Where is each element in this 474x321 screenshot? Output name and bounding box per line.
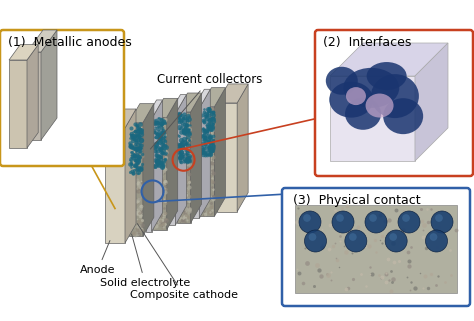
- FancyBboxPatch shape: [315, 30, 473, 176]
- Circle shape: [332, 211, 354, 233]
- Polygon shape: [193, 89, 210, 108]
- Circle shape: [304, 230, 327, 252]
- Circle shape: [435, 214, 443, 222]
- Text: (3)  Physical contact: (3) Physical contact: [293, 194, 420, 207]
- Polygon shape: [191, 93, 201, 223]
- Circle shape: [402, 214, 410, 222]
- Polygon shape: [153, 98, 178, 117]
- Polygon shape: [105, 109, 136, 128]
- FancyBboxPatch shape: [282, 188, 470, 306]
- Polygon shape: [41, 30, 57, 140]
- Polygon shape: [201, 88, 226, 107]
- Polygon shape: [27, 45, 38, 148]
- Text: Composite cathode: Composite cathode: [130, 224, 238, 300]
- Circle shape: [345, 230, 367, 252]
- Ellipse shape: [345, 98, 381, 130]
- Circle shape: [309, 233, 316, 241]
- Text: Current collectors: Current collectors: [150, 73, 263, 149]
- Ellipse shape: [343, 68, 399, 108]
- Polygon shape: [27, 52, 41, 140]
- Text: (1)  Metallic anodes: (1) Metallic anodes: [8, 36, 132, 49]
- Ellipse shape: [367, 62, 407, 90]
- Polygon shape: [175, 95, 186, 225]
- Circle shape: [429, 233, 438, 241]
- Polygon shape: [153, 117, 167, 230]
- Polygon shape: [169, 114, 175, 225]
- Polygon shape: [143, 104, 154, 236]
- Polygon shape: [237, 84, 248, 212]
- Polygon shape: [146, 119, 152, 232]
- Ellipse shape: [329, 82, 373, 117]
- Ellipse shape: [346, 87, 366, 105]
- Polygon shape: [9, 45, 38, 60]
- Polygon shape: [152, 100, 163, 232]
- Polygon shape: [214, 88, 226, 216]
- Polygon shape: [415, 43, 448, 161]
- Circle shape: [385, 230, 407, 252]
- Circle shape: [431, 211, 453, 233]
- Circle shape: [336, 214, 344, 222]
- Polygon shape: [167, 98, 178, 230]
- Polygon shape: [199, 89, 210, 218]
- Polygon shape: [193, 108, 199, 218]
- Polygon shape: [129, 123, 143, 236]
- Circle shape: [365, 211, 387, 233]
- Polygon shape: [330, 76, 415, 161]
- Ellipse shape: [326, 67, 358, 95]
- Polygon shape: [201, 107, 214, 216]
- Polygon shape: [146, 100, 163, 119]
- Text: (2)  Interfaces: (2) Interfaces: [323, 36, 411, 49]
- Polygon shape: [125, 109, 136, 243]
- Polygon shape: [217, 84, 248, 103]
- Ellipse shape: [365, 93, 393, 117]
- Circle shape: [299, 211, 321, 233]
- Polygon shape: [217, 103, 237, 212]
- Ellipse shape: [383, 98, 423, 134]
- Polygon shape: [169, 95, 186, 114]
- Circle shape: [389, 233, 397, 241]
- Polygon shape: [9, 60, 27, 148]
- Polygon shape: [177, 93, 201, 112]
- Text: Anode: Anode: [80, 240, 116, 275]
- Circle shape: [398, 211, 420, 233]
- Polygon shape: [105, 128, 125, 243]
- Polygon shape: [27, 30, 57, 52]
- FancyBboxPatch shape: [295, 205, 457, 293]
- FancyBboxPatch shape: [0, 30, 124, 166]
- Polygon shape: [177, 112, 191, 223]
- Polygon shape: [330, 43, 448, 76]
- Circle shape: [349, 233, 356, 241]
- Circle shape: [303, 214, 311, 222]
- Ellipse shape: [371, 74, 419, 118]
- Circle shape: [426, 230, 447, 252]
- Polygon shape: [129, 104, 154, 123]
- Circle shape: [369, 214, 377, 222]
- Text: Solid electrolyte: Solid electrolyte: [100, 234, 190, 288]
